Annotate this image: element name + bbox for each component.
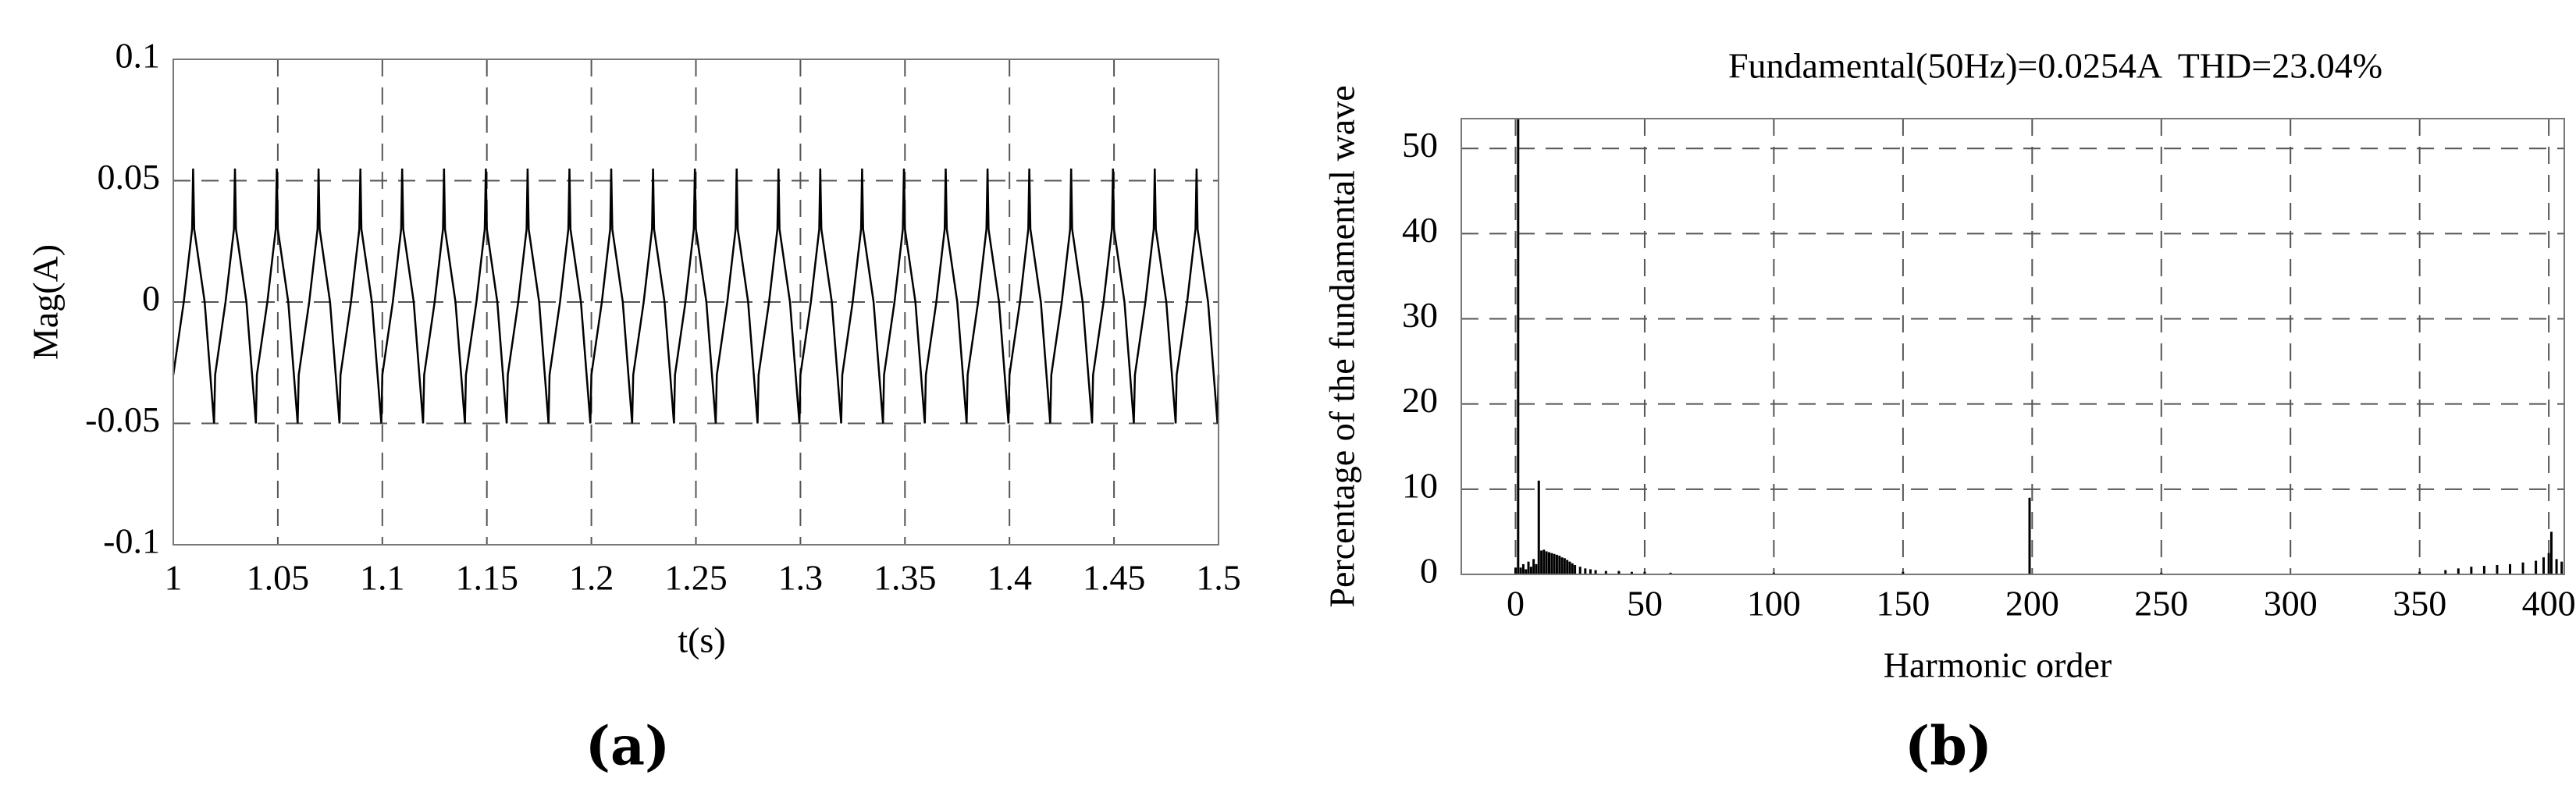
plot-frame bbox=[1461, 118, 2565, 575]
y-tick-label: 0 bbox=[1420, 551, 1438, 591]
x-axis-label: t(s) bbox=[678, 620, 725, 660]
y-tick-label: 20 bbox=[1402, 380, 1438, 420]
y-tick-label: 10 bbox=[1402, 465, 1438, 505]
y-tick-label: -0.05 bbox=[85, 400, 160, 439]
x-tick-label: 1.35 bbox=[873, 558, 937, 598]
x-tick-label: 1.05 bbox=[247, 558, 310, 598]
x-tick-label: 250 bbox=[2134, 584, 2188, 624]
plot-area bbox=[1461, 119, 2564, 574]
y-tick-label: 40 bbox=[1402, 210, 1438, 250]
y-tick-label: 0.1 bbox=[116, 36, 161, 76]
x-tick-label: 100 bbox=[1747, 584, 1801, 624]
y-tick-label: 50 bbox=[1402, 125, 1438, 165]
x-tick-label: 1.15 bbox=[455, 558, 518, 598]
x-tick-label: 1 bbox=[165, 558, 183, 598]
x-tick-label: 150 bbox=[1876, 584, 1930, 624]
y-axis-label: Percentage of the fundamental wave bbox=[1322, 85, 1362, 607]
x-tick-label: 1.1 bbox=[360, 558, 405, 598]
x-tick-label: 1.3 bbox=[778, 558, 824, 598]
y-tick-label: 0.05 bbox=[98, 157, 161, 197]
x-tick-label: 0 bbox=[1507, 584, 1525, 624]
y-tick-label: 0 bbox=[142, 279, 160, 318]
y-tick-label: 30 bbox=[1402, 295, 1438, 335]
x-tick-label: 1.4 bbox=[987, 558, 1032, 598]
x-tick-label: 1.5 bbox=[1196, 558, 1241, 598]
x-axis-label: Harmonic order bbox=[1884, 645, 2112, 685]
plot-frame bbox=[173, 59, 1219, 546]
bars bbox=[1514, 119, 2564, 574]
waveform bbox=[172, 168, 1220, 424]
x-tick-label: 400 bbox=[2522, 584, 2576, 624]
x-tick-label: 200 bbox=[2005, 584, 2059, 624]
x-tick-label: 1.25 bbox=[664, 558, 728, 598]
chart-title: Fundamental(50Hz)=0.0254A THD=23.04% bbox=[1728, 46, 2382, 86]
x-tick-label: 1.45 bbox=[1083, 558, 1146, 598]
x-tick-label: 50 bbox=[1627, 584, 1663, 624]
panel-caption: (b) bbox=[1905, 716, 1992, 778]
x-tick-label: 350 bbox=[2393, 584, 2446, 624]
y-tick-label: -0.1 bbox=[103, 521, 160, 561]
y-axis-label: Mag(A) bbox=[26, 244, 66, 360]
x-tick-label: 1.2 bbox=[569, 558, 614, 598]
panel-caption: (a) bbox=[585, 716, 670, 778]
x-tick-label: 300 bbox=[2264, 584, 2318, 624]
